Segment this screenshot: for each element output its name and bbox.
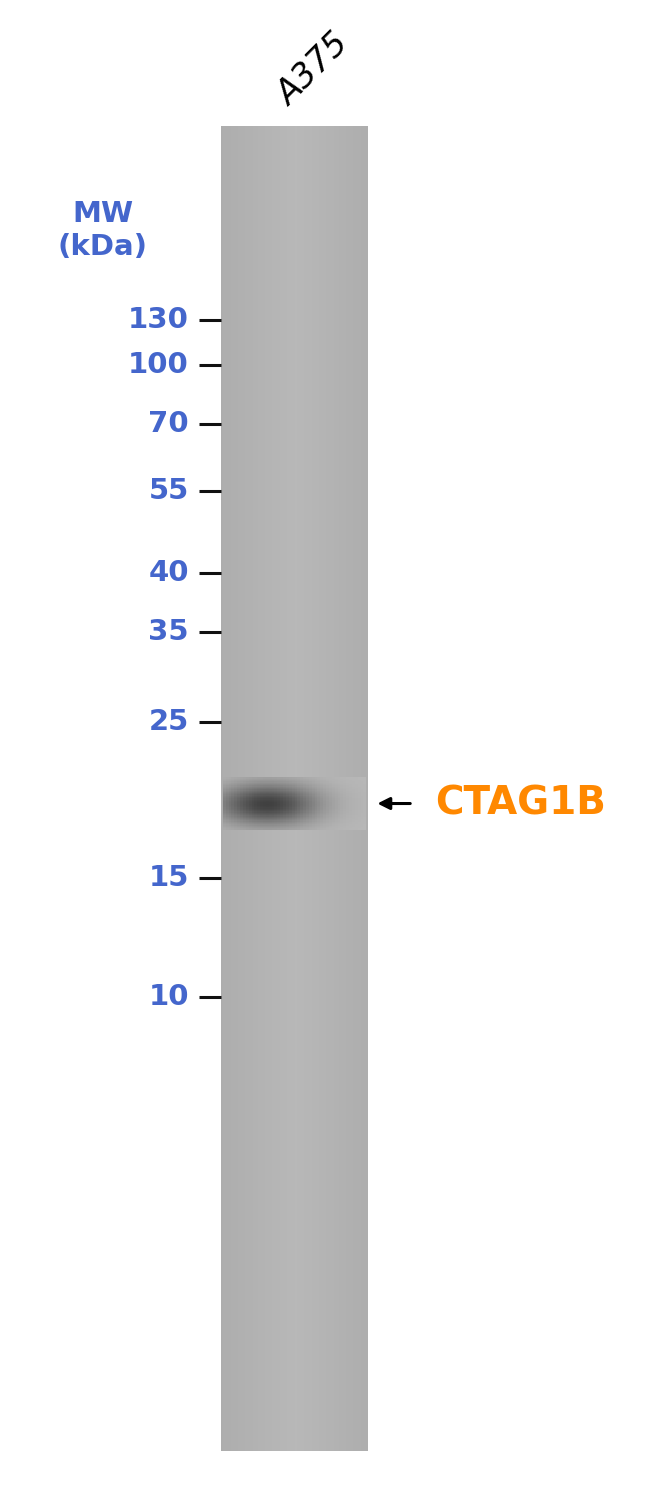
Bar bbox=[280, 126, 282, 1451]
Bar bbox=[275, 126, 278, 1451]
Bar bbox=[260, 126, 263, 1451]
Bar bbox=[326, 126, 329, 1451]
Bar bbox=[265, 126, 268, 1451]
Bar bbox=[312, 126, 314, 1451]
Bar bbox=[322, 126, 324, 1451]
Bar bbox=[248, 126, 250, 1451]
Bar bbox=[307, 126, 309, 1451]
Bar bbox=[221, 126, 224, 1451]
Bar bbox=[304, 126, 307, 1451]
Text: 25: 25 bbox=[149, 708, 189, 735]
Bar bbox=[361, 126, 363, 1451]
Text: CTAG1B: CTAG1B bbox=[436, 784, 606, 823]
Bar bbox=[334, 126, 336, 1451]
Bar bbox=[282, 126, 285, 1451]
Bar bbox=[319, 126, 322, 1451]
Bar bbox=[317, 126, 319, 1451]
Bar bbox=[285, 126, 287, 1451]
Bar bbox=[226, 126, 228, 1451]
Bar bbox=[233, 126, 236, 1451]
Bar bbox=[287, 126, 290, 1451]
Bar bbox=[341, 126, 344, 1451]
Bar bbox=[329, 126, 332, 1451]
Bar bbox=[272, 126, 275, 1451]
Bar bbox=[356, 126, 358, 1451]
Text: 10: 10 bbox=[148, 984, 189, 1010]
Bar bbox=[336, 126, 339, 1451]
Bar bbox=[302, 126, 304, 1451]
Text: 100: 100 bbox=[128, 351, 189, 378]
Bar bbox=[294, 126, 297, 1451]
Text: A375: A375 bbox=[271, 27, 356, 112]
Bar bbox=[240, 126, 243, 1451]
Bar bbox=[339, 126, 341, 1451]
Bar bbox=[278, 126, 280, 1451]
Text: 40: 40 bbox=[148, 559, 189, 586]
Bar bbox=[228, 126, 231, 1451]
Bar bbox=[300, 126, 302, 1451]
Bar bbox=[346, 126, 348, 1451]
Text: MW
(kDa): MW (kDa) bbox=[57, 201, 148, 260]
Bar bbox=[246, 126, 248, 1451]
Bar bbox=[332, 126, 334, 1451]
Bar bbox=[314, 126, 317, 1451]
Bar bbox=[255, 126, 258, 1451]
Bar bbox=[258, 126, 260, 1451]
Bar bbox=[363, 126, 366, 1451]
Bar bbox=[292, 126, 294, 1451]
Text: 15: 15 bbox=[148, 865, 189, 891]
Bar bbox=[243, 126, 246, 1451]
Bar bbox=[348, 126, 351, 1451]
Bar bbox=[224, 126, 226, 1451]
Text: 130: 130 bbox=[128, 307, 189, 333]
Bar bbox=[297, 126, 300, 1451]
Bar bbox=[236, 126, 238, 1451]
Text: 70: 70 bbox=[148, 411, 189, 437]
Bar bbox=[250, 126, 253, 1451]
Bar bbox=[366, 126, 368, 1451]
Bar bbox=[231, 126, 233, 1451]
Bar bbox=[263, 126, 265, 1451]
Bar bbox=[351, 126, 354, 1451]
Bar bbox=[253, 126, 255, 1451]
Bar bbox=[358, 126, 361, 1451]
Bar bbox=[238, 126, 240, 1451]
Bar bbox=[324, 126, 326, 1451]
Bar bbox=[268, 126, 270, 1451]
Text: 35: 35 bbox=[148, 619, 189, 646]
Bar bbox=[344, 126, 346, 1451]
Bar bbox=[270, 126, 272, 1451]
Text: 55: 55 bbox=[149, 478, 189, 504]
Bar bbox=[309, 126, 312, 1451]
Bar bbox=[354, 126, 356, 1451]
Bar bbox=[290, 126, 292, 1451]
